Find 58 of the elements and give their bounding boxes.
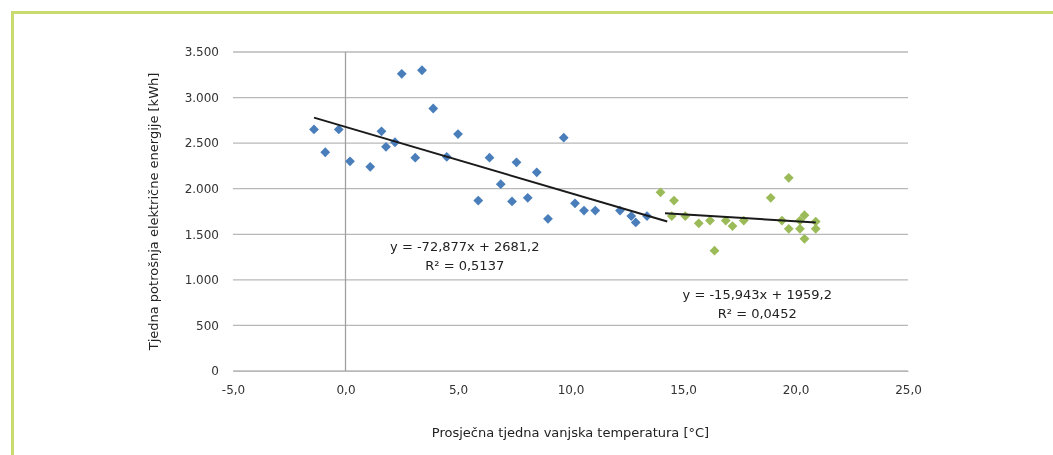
x-axis-title: Prosječna tjedna vanjska temperatura [°C] bbox=[431, 425, 710, 440]
point bbox=[795, 223, 805, 234]
point bbox=[579, 205, 589, 216]
point bbox=[484, 152, 495, 163]
point bbox=[570, 198, 580, 209]
y-tick-label: 3.000 bbox=[184, 90, 219, 105]
point bbox=[727, 221, 738, 231]
x-tick-label: -5,0 bbox=[221, 382, 246, 397]
point bbox=[381, 141, 391, 152]
point bbox=[376, 126, 387, 137]
x-tick-label: 0,0 bbox=[336, 382, 356, 397]
point bbox=[705, 215, 715, 226]
point bbox=[333, 124, 344, 135]
annotation: y = -15,943x + 1959,2 bbox=[682, 287, 832, 302]
x-tick-label: 5,0 bbox=[448, 382, 469, 397]
y-tick-label: 2.500 bbox=[184, 136, 219, 151]
point bbox=[799, 233, 810, 244]
annotation: R² = 0,5137 bbox=[425, 257, 505, 273]
point bbox=[410, 152, 421, 163]
point bbox=[511, 157, 522, 168]
x-tick-label: 10,0 bbox=[557, 382, 585, 397]
x-tick-label: 20,0 bbox=[782, 382, 810, 397]
point bbox=[590, 205, 601, 216]
point bbox=[309, 124, 319, 135]
y-tick-label: 2.000 bbox=[184, 182, 219, 197]
point bbox=[693, 218, 704, 229]
point bbox=[655, 187, 666, 198]
y-axis-title: Tjedna potrošnja električne energije [kWh] bbox=[146, 72, 161, 352]
point bbox=[558, 132, 569, 143]
point bbox=[473, 195, 484, 206]
point bbox=[626, 211, 637, 221]
x-tick-label: 15,0 bbox=[670, 382, 697, 397]
y-tick-label: 3.500 bbox=[184, 45, 219, 60]
point bbox=[396, 68, 407, 79]
point bbox=[522, 192, 533, 203]
point bbox=[345, 156, 355, 167]
point bbox=[507, 196, 517, 207]
point bbox=[428, 103, 439, 114]
annotation: R² = 0,0452 bbox=[717, 306, 797, 322]
y-tick-label: 500 bbox=[196, 318, 219, 333]
point bbox=[417, 65, 427, 76]
annotation: y = -72,877x + 2681,2 bbox=[390, 238, 540, 254]
point bbox=[783, 172, 794, 183]
point bbox=[669, 195, 679, 206]
point bbox=[783, 223, 794, 234]
x-tick-label: 25,0 bbox=[895, 382, 922, 397]
y-tick-label: 0 bbox=[211, 364, 219, 379]
point bbox=[531, 167, 542, 178]
point bbox=[365, 161, 376, 172]
point bbox=[799, 210, 810, 221]
point bbox=[543, 213, 553, 224]
point bbox=[630, 217, 641, 228]
point bbox=[495, 179, 506, 190]
y-tick-label: 1.000 bbox=[184, 273, 219, 288]
point bbox=[320, 147, 331, 158]
y-tick-label: 1.500 bbox=[184, 227, 219, 242]
point bbox=[765, 192, 776, 203]
point bbox=[709, 245, 720, 256]
